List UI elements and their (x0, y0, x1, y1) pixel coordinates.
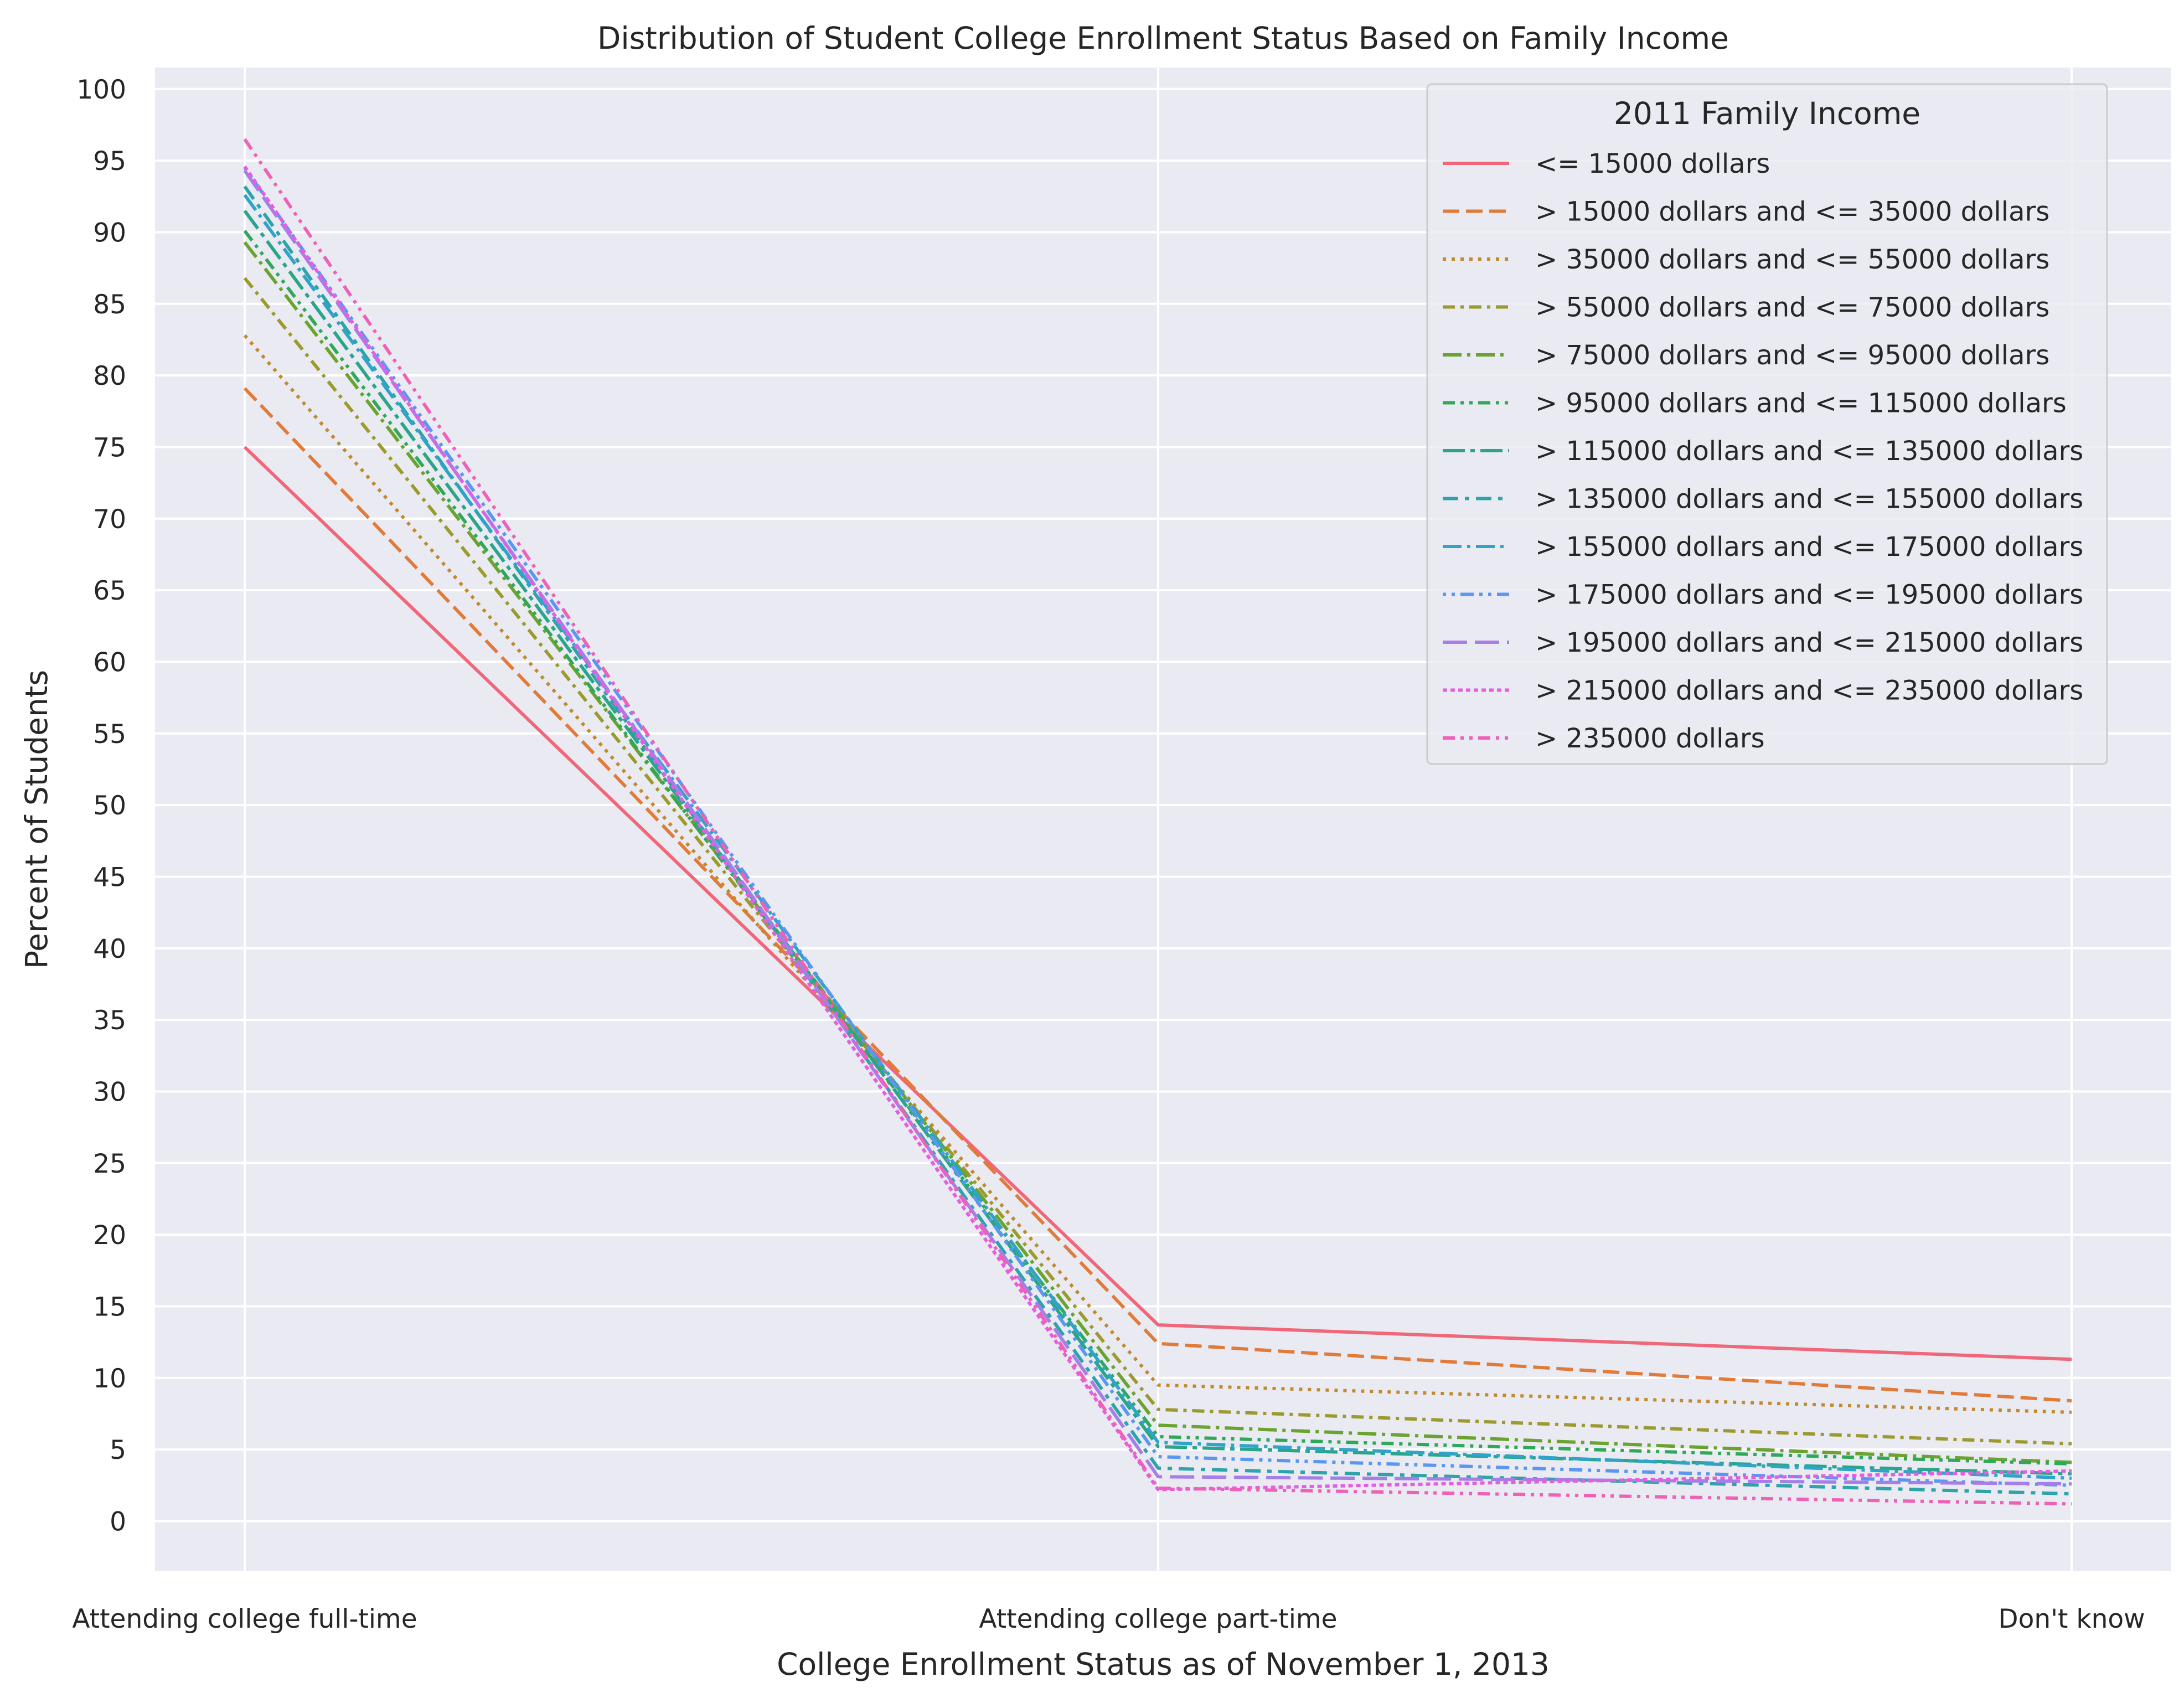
series-line (243, 277, 2072, 1446)
legend-label: > 235000 dollars (1535, 723, 1765, 754)
y-tick-label: 65 (93, 576, 126, 606)
legend-item: > 155000 dollars and <= 175000 dollars (1443, 531, 2083, 562)
y-tick-label: 35 (93, 1005, 126, 1036)
y-tick-label: 20 (93, 1220, 126, 1251)
legend-label: <= 15000 dollars (1535, 148, 1770, 179)
x-tick-label: Don't know (1998, 1604, 2145, 1634)
series-line (243, 185, 2072, 1496)
y-tick-label: 100 (76, 75, 126, 105)
legend-label: > 155000 dollars and <= 175000 dollars (1535, 531, 2083, 562)
legend-item: > 55000 dollars and <= 75000 dollars (1443, 292, 2049, 323)
legend-item: > 35000 dollars and <= 55000 dollars (1443, 244, 2049, 275)
legend-item: > 215000 dollars and <= 235000 dollars (1443, 675, 2083, 706)
legend-label: > 215000 dollars and <= 235000 dollars (1535, 675, 2083, 706)
series-line (243, 165, 2072, 1492)
y-tick-label: 45 (93, 862, 126, 892)
legend-label: > 135000 dollars and <= 155000 dollars (1535, 484, 2083, 515)
y-tick-label: 90 (93, 218, 126, 248)
legend-title: 2011 Family Income (1614, 96, 1920, 131)
legend-item: > 195000 dollars and <= 215000 dollars (1443, 627, 2083, 658)
legend-label: > 115000 dollars and <= 135000 dollars (1535, 436, 2083, 467)
legend-item: > 115000 dollars and <= 135000 dollars (1443, 436, 2083, 467)
legend-item: > 15000 dollars and <= 35000 dollars (1443, 197, 2049, 228)
y-tick-label: 15 (93, 1292, 126, 1322)
chart-title: Distribution of Student College Enrollme… (597, 20, 1729, 56)
y-tick-label: 25 (93, 1149, 126, 1179)
legend-entries: <= 15000 dollars > 15000 dollars and <= 3… (1443, 148, 2083, 754)
y-tick-label: 80 (93, 361, 126, 391)
y-tick-label: 30 (93, 1077, 126, 1107)
y-tick-label: 0 (110, 1506, 126, 1537)
series-line (243, 209, 2072, 1476)
series-line (243, 241, 2072, 1464)
x-tick-label: Attending college part-time (979, 1604, 1337, 1634)
legend-label: > 195000 dollars and <= 215000 dollars (1535, 627, 2083, 658)
legend-label: > 55000 dollars and <= 75000 dollars (1535, 292, 2049, 323)
y-tick-label: 70 (93, 504, 126, 535)
legend-item: > 75000 dollars and <= 95000 dollars (1443, 340, 2049, 371)
y-axis-title: Percent of Students (19, 670, 54, 969)
y-tick-label: 50 (93, 791, 126, 821)
legend: 2011 Family Income <= 15000 dollars > 150… (1426, 83, 2108, 765)
x-tick-label: Attending college full-time (72, 1604, 417, 1634)
y-tick-label: 75 (93, 432, 126, 463)
legend-item: > 135000 dollars and <= 155000 dollars (1443, 484, 2083, 515)
legend-label: > 175000 dollars and <= 195000 dollars (1535, 580, 2083, 611)
series-line (243, 446, 2072, 1361)
y-tick-label: 60 (93, 647, 126, 678)
y-tick-label: 40 (93, 934, 126, 964)
y-tick-labels: 0 5 10 15 20 25 30 35 40 45 50 55 60 65 70 75 80 85 90 95 10… (76, 75, 126, 1537)
legend-label: > 75000 dollars and <= 95000 dollars (1535, 340, 2049, 371)
y-tick-label: 85 (93, 290, 126, 320)
series-line (243, 169, 2072, 1486)
legend-label: > 95000 dollars and <= 115000 dollars (1535, 388, 2067, 419)
legend-item: <= 15000 dollars (1443, 148, 1770, 179)
series-line (243, 387, 2072, 1403)
legend-box (1426, 83, 2108, 765)
y-tick-label: 5 (110, 1435, 126, 1465)
y-tick-label: 95 (93, 146, 126, 177)
series-line (243, 138, 2072, 1506)
legend-label: > 35000 dollars and <= 55000 dollars (1535, 244, 2049, 275)
series-line (243, 230, 2072, 1465)
legend-item: > 95000 dollars and <= 115000 dollars (1443, 388, 2067, 419)
legend-label: > 15000 dollars and <= 35000 dollars (1535, 197, 2049, 228)
y-tick-label: 55 (93, 719, 126, 750)
series-lines (243, 138, 2072, 1506)
series-line (243, 334, 2072, 1414)
legend-item: > 235000 dollars (1443, 723, 1765, 754)
y-tick-label: 10 (93, 1364, 126, 1394)
x-axis-title: College Enrollment Status as of November… (777, 1647, 1550, 1682)
legend-item: > 175000 dollars and <= 195000 dollars (1443, 580, 2083, 611)
x-tick-labels: Attending college full-time Attending col… (72, 1604, 2145, 1634)
series-line (243, 194, 2072, 1480)
